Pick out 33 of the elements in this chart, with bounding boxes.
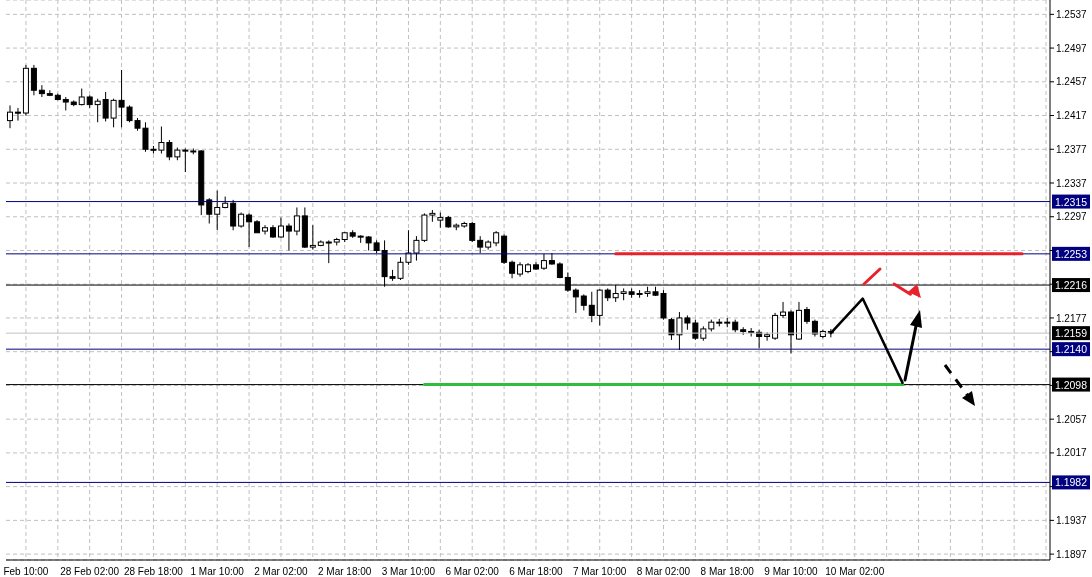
y-tick-label: 1.2297 — [1056, 211, 1088, 223]
x-tick-label: 1 Mar 10:00 — [190, 566, 245, 577]
y-tick-label: 1.2017 — [1056, 447, 1088, 459]
ref-line-label: 1.2216 — [1054, 279, 1088, 292]
y-tick-label: 1.2457 — [1056, 76, 1088, 88]
ref-line-label: 1.2315 — [1054, 195, 1088, 208]
x-tick-label: 10 Mar 02:00 — [825, 566, 885, 577]
y-tick-label: 1.1897 — [1056, 548, 1088, 560]
x-tick-label: 28 Feb 18:00 — [123, 566, 184, 577]
y-tick-label: 1.2497 — [1056, 42, 1088, 54]
x-tick-label: 8 Mar 18:00 — [700, 566, 755, 577]
ref-line-label: 1.2253 — [1054, 247, 1088, 260]
y-tick-label: 1.2417 — [1056, 110, 1088, 122]
x-tick-label: 7 Mar 10:00 — [573, 566, 627, 577]
x-tick-label: 2 Mar 02:00 — [254, 566, 309, 577]
x-tick-label: 6 Mar 18:00 — [509, 566, 564, 577]
ref-line-label: 1.2098 — [1054, 378, 1088, 391]
ref-line-label: 1.1982 — [1054, 476, 1088, 489]
y-tick-label: 1.1937 — [1056, 514, 1088, 526]
y-tick-label: 1.2177 — [1056, 312, 1088, 324]
y-tick-label: 1.2537 — [1056, 8, 1088, 20]
ref-line-label: 1.2159 — [1054, 327, 1088, 340]
x-tick-label: 2 Mar 18:00 — [318, 566, 372, 577]
x-tick-label: 6 Mar 02:00 — [445, 566, 500, 577]
x-tick-label: 28 Feb 02:00 — [60, 566, 120, 577]
ref-line-label: 1.2140 — [1054, 343, 1088, 356]
y-tick-label: 1.2377 — [1056, 143, 1088, 155]
y-tick-label: 1.2337 — [1056, 177, 1088, 189]
x-tick-label: Feb 10:00 — [3, 566, 49, 577]
x-tick-label: 3 Mar 10:00 — [381, 566, 436, 577]
y-tick-label: 1.2057 — [1056, 413, 1088, 425]
x-tick-label: 9 Mar 10:00 — [764, 566, 819, 577]
x-tick-label: 8 Mar 02:00 — [636, 566, 691, 577]
